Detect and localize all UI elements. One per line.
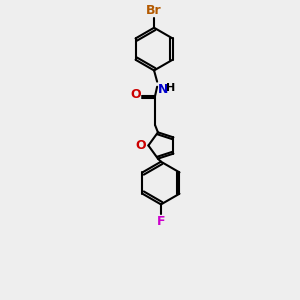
Text: N: N — [158, 82, 169, 96]
Text: H: H — [166, 82, 175, 93]
Text: F: F — [157, 215, 165, 228]
Text: O: O — [130, 88, 141, 101]
Text: O: O — [136, 139, 146, 152]
Text: Br: Br — [146, 4, 162, 16]
